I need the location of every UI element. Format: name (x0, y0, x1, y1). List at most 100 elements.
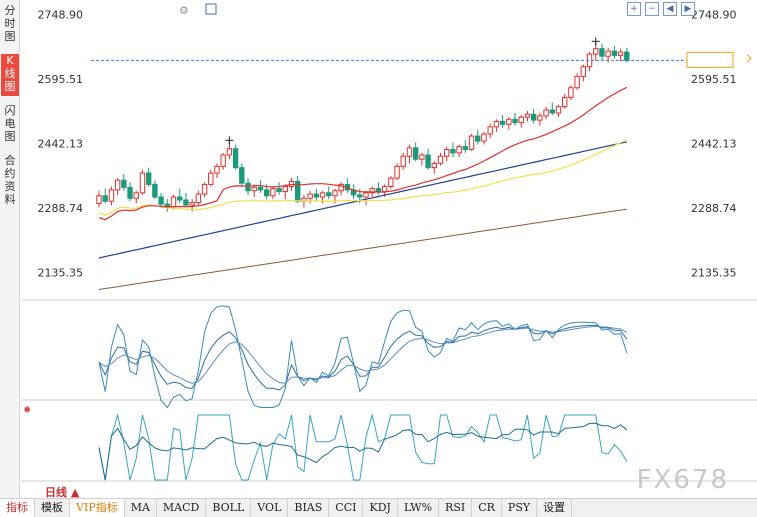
price-tick-left: 2288.74 (38, 202, 84, 215)
toolbar-item-bias[interactable]: BIAS (288, 498, 330, 517)
side-tab-intraday[interactable]: 分时图 (4, 4, 16, 43)
candle-body (102, 195, 108, 202)
candle-body (530, 113, 537, 121)
toolbar-item-kdj[interactable]: KDJ (363, 498, 398, 517)
ma100-line (98, 141, 627, 259)
candle-body (475, 135, 481, 142)
candle-body (493, 120, 500, 128)
candle-body (375, 188, 382, 193)
candle-body (568, 87, 574, 98)
candle-body (326, 192, 332, 197)
watermark: FX678 (636, 465, 729, 495)
candle-body (388, 177, 394, 188)
zoom-in-icon[interactable]: + (627, 2, 641, 16)
candle-body (239, 167, 245, 184)
toolbar-item-lw[interactable]: LW% (398, 498, 440, 517)
candle-body (425, 154, 431, 169)
candle-body (574, 75, 580, 89)
last-price-arrow-icon (746, 53, 752, 63)
candle-body (481, 133, 487, 142)
period-button[interactable]: 日线 ▲ (45, 486, 80, 499)
candle-body (276, 188, 282, 193)
side-tab-contract-info[interactable]: 合约资料 (4, 154, 16, 206)
candle-body (506, 118, 512, 125)
candle-body (220, 154, 226, 167)
candle-body (363, 192, 369, 198)
candle-body (593, 48, 599, 55)
toolbar-item-psy[interactable]: PSY (502, 498, 538, 517)
candle-body (195, 193, 202, 203)
candle-body (599, 48, 605, 57)
toolbar-item-boll[interactable]: BOLL (206, 498, 252, 517)
toolbar-item-vol[interactable]: VOL (251, 498, 289, 517)
candle-body (332, 190, 338, 197)
candle-body (127, 186, 133, 199)
toolbar-item-cci[interactable]: CCI (329, 498, 364, 517)
candle-body (357, 194, 363, 198)
candle-body (114, 179, 121, 191)
candle-body (412, 147, 419, 160)
side-tab-flash[interactable]: 闪电图 (4, 104, 16, 143)
price-tick-left: 2748.90 (38, 9, 84, 22)
candle-body (270, 188, 276, 197)
candle-body (605, 50, 611, 57)
chart-canvas[interactable]: 2748.90 2748.90 2595.51 2595.51 2442.13 2442.… (21, 0, 757, 498)
candle-body (214, 165, 220, 174)
candle-body (468, 135, 475, 151)
rsi1-line (98, 422, 628, 481)
kdj-k-line (98, 324, 628, 391)
price-tick-right: 2135.35 (691, 267, 737, 280)
zoom-out-icon[interactable]: − (645, 2, 659, 16)
price-tick-right: 2442.13 (691, 138, 737, 151)
candle-body (419, 154, 425, 160)
candle-body (394, 165, 400, 179)
settings-icon: ⚙ (179, 4, 189, 17)
candle-body (133, 192, 139, 199)
candle-body (537, 115, 543, 121)
candle-body (617, 51, 624, 56)
candle-body (437, 155, 444, 164)
toolbar-item-macd[interactable]: MACD (157, 498, 207, 517)
price-tick-right: 2595.51 (691, 73, 737, 86)
toolbar-item--0[interactable]: 指标 (0, 498, 35, 517)
candle-body (462, 146, 469, 151)
toolbar-item--14[interactable]: 设置 (537, 498, 573, 517)
ma-toggle-icon (205, 3, 217, 15)
toolbar-item--1[interactable]: 模板 (35, 498, 70, 517)
toolbar-item-ma[interactable]: MA (125, 498, 157, 517)
toolbar-item-vip[interactable]: VIP指标 (70, 498, 125, 517)
candle-body (158, 196, 164, 205)
candle-body (524, 113, 531, 118)
price-tick-left: 2595.51 (38, 73, 84, 86)
pan-right-icon[interactable]: ▶ (681, 2, 695, 16)
candle-body (431, 162, 438, 169)
candle-body (561, 96, 568, 108)
last-price-box (686, 51, 734, 68)
candle-body (456, 146, 462, 154)
candle-body (450, 149, 456, 154)
candle-body (487, 126, 493, 135)
candle-body (400, 155, 406, 167)
candle-body (313, 193, 320, 198)
candle-body (555, 106, 562, 114)
candle-body (152, 183, 158, 198)
candle-body (338, 183, 344, 192)
candle-body (381, 186, 388, 193)
toolbar-item-rsi[interactable]: RSI (439, 498, 473, 517)
candle-body (251, 186, 257, 192)
toolbar-item-cr[interactable]: CR (472, 498, 502, 517)
candle-body (257, 186, 264, 191)
candle-body (624, 51, 630, 61)
candle-body (170, 196, 177, 208)
candle-body (406, 147, 413, 157)
price-tick-left: 2135.35 (38, 267, 84, 280)
kdj-j-line (98, 305, 628, 409)
candle-body (177, 196, 183, 201)
pan-left-icon[interactable]: ◀ (663, 2, 677, 16)
ma50-line (98, 139, 628, 216)
candle-body (282, 186, 288, 193)
side-tab-kline[interactable]: K线图 (1, 54, 19, 96)
candle-body (444, 149, 450, 157)
candle-body (580, 66, 587, 77)
candle-body (549, 109, 555, 114)
